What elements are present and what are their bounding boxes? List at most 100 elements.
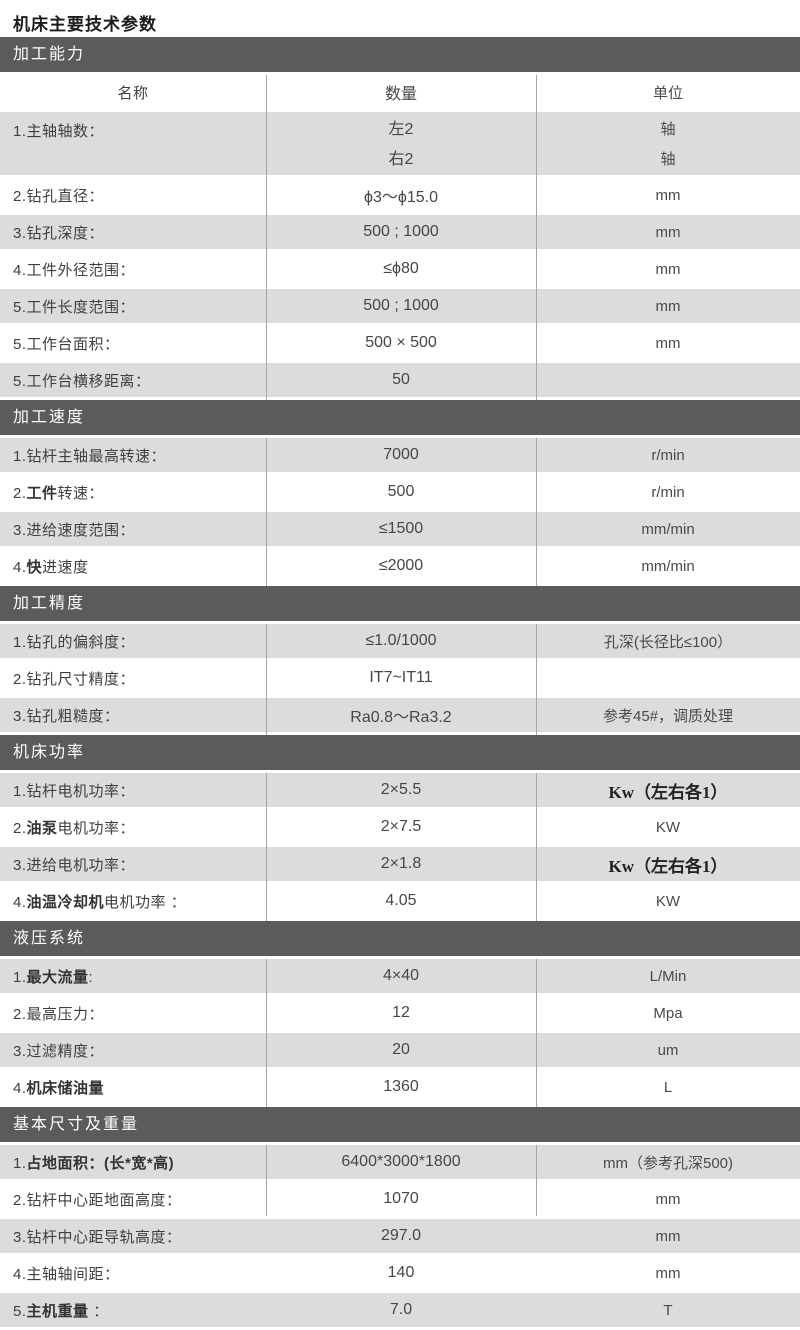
- row-value: ≤1.0/1000: [365, 632, 437, 649]
- row-unit: mm: [655, 297, 681, 315]
- row-label: 2.工件转速：: [13, 484, 105, 502]
- spec-row: 4.工件外径范围： ≤ϕ80 mm: [0, 252, 800, 289]
- row-unit: mm: [655, 223, 681, 241]
- row-unit: L: [663, 1078, 673, 1096]
- section-rows: 1.最大流量: 4×40 L/Min 2.最高压力： 12 Mpa 3.过滤精度…: [0, 959, 800, 1107]
- row-label: 3.钻孔深度：: [13, 224, 105, 242]
- row-value: 数量: [384, 86, 417, 103]
- row-value: 500 × 500: [365, 334, 437, 351]
- row-label: 1.主轴轴数：: [13, 123, 105, 140]
- page-title: 机床主要技术参数: [13, 15, 157, 34]
- row-label: 3.钻杆中心距导轨高度：: [13, 1228, 182, 1246]
- column-divider: [266, 773, 267, 921]
- spec-row: 3.钻孔深度： 500 ; 1000 mm: [0, 215, 800, 252]
- row-unit: um: [657, 1041, 679, 1059]
- column-divider: [536, 75, 537, 400]
- spec-row: 2.钻杆中心距地面高度： 1070 mm: [0, 1182, 800, 1219]
- row-value: 2×1.8: [380, 855, 422, 872]
- spec-section: 加工精度 1.钻孔的偏斜度： ≤1.0/1000 孔深(长径比≤100） 2.钻…: [0, 586, 800, 735]
- row-value: ≤1500: [378, 520, 424, 537]
- row-label: 5.工件长度范围：: [13, 298, 136, 316]
- spec-row: 5.工件长度范围： 500 ; 1000 mm: [0, 289, 800, 326]
- row-unit: KW: [655, 818, 681, 836]
- row-label: 3.进给速度范围：: [13, 521, 136, 539]
- row-label: 3.钻孔粗糙度：: [13, 707, 120, 725]
- row-label: 2.钻孔直径：: [13, 187, 105, 205]
- row-unit: KW: [655, 892, 681, 910]
- section-rows: 1.占地面积：(长*宽*高) 6400*3000*1800 mm（参考孔深500…: [0, 1145, 800, 1330]
- row-value: 左2 右2: [388, 121, 414, 168]
- row-unit: Kw（左右各1）: [608, 782, 728, 802]
- spec-section: 基本尺寸及重量 1.占地面积：(长*宽*高) 6400*3000*1800 mm…: [0, 1107, 800, 1330]
- section-header-bar: 加工能力: [0, 37, 800, 72]
- row-unit: Kw（左右各1）: [608, 856, 728, 876]
- row-value: 20: [392, 1041, 410, 1058]
- section-rows: 名称 数量 单位 1.主轴轴数： 左2 右2 轴轴 2.钻孔直径： ϕ3～ϕ15.…: [0, 75, 800, 400]
- row-value: 500: [387, 483, 415, 500]
- spec-section: 液压系统 1.最大流量: 4×40 L/Min 2.最高压力： 12 Mpa 3…: [0, 921, 800, 1107]
- row-unit: Mpa: [653, 1004, 683, 1022]
- row-label: 4.主轴轴间距：: [13, 1265, 120, 1283]
- row-value: ≤2000: [378, 557, 424, 574]
- spec-section: 加工能力 名称 数量 单位 1.主轴轴数： 左2 右2 轴轴 2.钻孔直径： ϕ3…: [0, 37, 800, 400]
- row-value: 1360: [383, 1078, 419, 1095]
- row-unit: mm: [655, 1190, 681, 1208]
- row-unit: mm: [655, 260, 681, 278]
- row-value: 500 ; 1000: [363, 297, 439, 314]
- row-value: ϕ3～ϕ15.0: [364, 189, 438, 206]
- spec-row: 1.钻杆主轴最高转速： 7000 r/min: [0, 438, 800, 475]
- spec-section: 加工速度 1.钻杆主轴最高转速： 7000 r/min 2.工件转速： 500 …: [0, 400, 800, 586]
- row-unit: r/min: [651, 446, 685, 464]
- row-value: 2×7.5: [380, 818, 422, 835]
- row-value: 6400*3000*1800: [341, 1153, 461, 1170]
- row-unit: T: [663, 1301, 673, 1319]
- row-value: 2×5.5: [380, 781, 422, 798]
- spec-row: 1.钻杆电机功率： 2×5.5 Kw（左右各1）: [0, 773, 800, 810]
- column-divider: [266, 959, 267, 1107]
- row-value: ≤ϕ80: [383, 260, 419, 277]
- row-label: 4.工件外径范围：: [13, 261, 136, 279]
- spec-row: 2.最高压力： 12 Mpa: [0, 996, 800, 1033]
- row-label: 1.钻杆电机功率：: [13, 782, 136, 800]
- row-label: 5.工作台横移距离：: [13, 372, 151, 390]
- spec-row: 4.机床储油量 1360 L: [0, 1070, 800, 1107]
- spec-row: 3.进给电机功率： 2×1.8 Kw（左右各1）: [0, 847, 800, 884]
- column-divider: [266, 1145, 267, 1216]
- row-label: 1.钻孔的偏斜度：: [13, 633, 136, 651]
- row-label: 2.钻杆中心距地面高度：: [13, 1191, 182, 1209]
- section-header-bar: 机床功率: [0, 735, 800, 770]
- row-label: 2.最高压力：: [13, 1005, 105, 1023]
- spec-row: 2.工件转速： 500 r/min: [0, 475, 800, 512]
- row-value: 140: [387, 1264, 415, 1281]
- row-label: 2.钻孔尺寸精度：: [13, 670, 136, 688]
- sections-container: 加工能力 名称 数量 单位 1.主轴轴数： 左2 右2 轴轴 2.钻孔直径： ϕ3…: [0, 37, 800, 1330]
- spec-row: 4.快进速度 ≤2000 mm/min: [0, 549, 800, 586]
- row-label: 5.主机重量 ：: [13, 1302, 109, 1320]
- column-divider: [536, 438, 537, 586]
- spec-row: 1.主轴轴数： 左2 右2 轴轴: [0, 112, 800, 178]
- table-header-row: 名称 数量 单位: [0, 75, 800, 112]
- spec-row: 3.钻孔粗糙度： Ra0.8～Ra3.2 参考45#，调质处理: [0, 698, 800, 735]
- row-unit: 孔深(长径比≤100）: [603, 633, 733, 651]
- row-unit: mm: [655, 1264, 681, 1282]
- section-rows: 1.钻杆电机功率： 2×5.5 Kw（左右各1） 2.油泵电机功率： 2×7.5…: [0, 773, 800, 921]
- row-value: 297.0: [380, 1227, 422, 1244]
- section-rows: 1.钻杆主轴最高转速： 7000 r/min 2.工件转速： 500 r/min…: [0, 438, 800, 586]
- spec-row: 5.工作台面积： 500 × 500 mm: [0, 326, 800, 363]
- row-unit: mm: [655, 186, 681, 204]
- section-header-bar: 加工精度: [0, 586, 800, 621]
- row-label: 4.快进速度: [13, 558, 89, 576]
- spec-row: 5.主机重量 ： 7.0 T: [0, 1293, 800, 1330]
- row-label: 3.过滤精度：: [13, 1042, 105, 1060]
- spec-row: 1.钻孔的偏斜度： ≤1.0/1000 孔深(长径比≤100）: [0, 624, 800, 661]
- row-value: 7000: [383, 446, 419, 463]
- spec-row: 4.油温冷却机电机功率 ： 4.05 KW: [0, 884, 800, 921]
- row-label: 4.机床储油量: [13, 1079, 105, 1097]
- row-value: 500 ; 1000: [363, 223, 439, 240]
- spec-row: 3.钻杆中心距导轨高度： 297.0 mm: [0, 1219, 800, 1256]
- section-header-bar: 基本尺寸及重量: [0, 1107, 800, 1142]
- row-unit: 参考45#，调质处理: [602, 707, 734, 725]
- row-unit: 轴轴: [660, 121, 676, 168]
- row-label: 4.油温冷却机电机功率 ：: [13, 893, 187, 911]
